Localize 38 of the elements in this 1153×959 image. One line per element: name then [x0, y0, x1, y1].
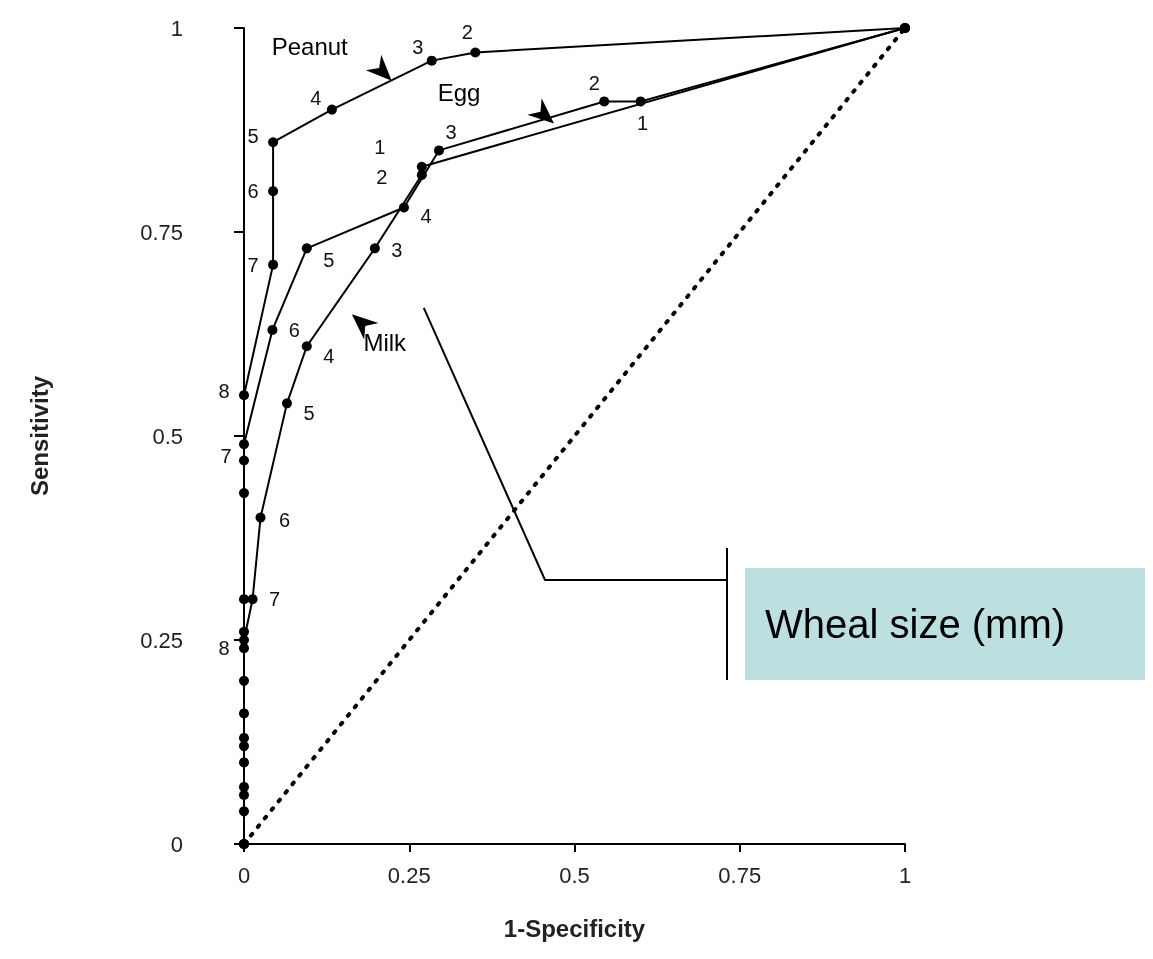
series-label: Milk	[363, 328, 408, 356]
annotation: 1	[374, 135, 386, 158]
y-tick-label: 0	[170, 831, 183, 857]
annotation: 3	[445, 121, 457, 144]
annotation: 6	[278, 508, 291, 531]
series-label: Peanut	[271, 33, 349, 61]
y-tick-label: 0.5	[152, 423, 183, 449]
y-axis-title: Sensitivity	[25, 375, 53, 497]
annotation: 3	[391, 239, 403, 262]
annotation: 2	[376, 165, 388, 188]
annotation: 3	[412, 35, 424, 58]
annotation: 5	[323, 249, 335, 272]
annotation: Wheal size (mm)	[765, 602, 1066, 646]
annotation: 4	[323, 345, 335, 368]
x-axis-title: 1-Specificity	[503, 914, 646, 942]
annotation: 5	[247, 125, 259, 148]
annotation: 1	[637, 112, 649, 135]
annotation: 2	[588, 72, 600, 95]
x-tick-label: 0	[237, 862, 251, 888]
annotation: 2	[461, 21, 473, 44]
annotation: 6	[288, 318, 300, 341]
series-label: Egg	[437, 78, 481, 106]
x-tick-label: 1	[898, 862, 912, 888]
annotation: 8	[218, 380, 230, 403]
annotation: 6	[247, 180, 259, 203]
x-tick-label: 0.75	[718, 862, 762, 888]
x-tick-label: 0.25	[387, 862, 431, 888]
y-tick-label: 0.75	[140, 219, 183, 245]
annotation: 7	[247, 253, 259, 276]
annotation: 7	[269, 588, 281, 611]
y-tick-label: 1	[170, 15, 183, 41]
annotation: 8	[218, 637, 230, 659]
annotation: 7	[220, 445, 232, 468]
annotation: 4	[310, 86, 322, 109]
x-tick-label: 0.5	[559, 862, 590, 888]
annotation: 4	[420, 204, 432, 227]
y-tick-label: 0.25	[140, 627, 183, 653]
annotation: 5	[303, 402, 315, 425]
